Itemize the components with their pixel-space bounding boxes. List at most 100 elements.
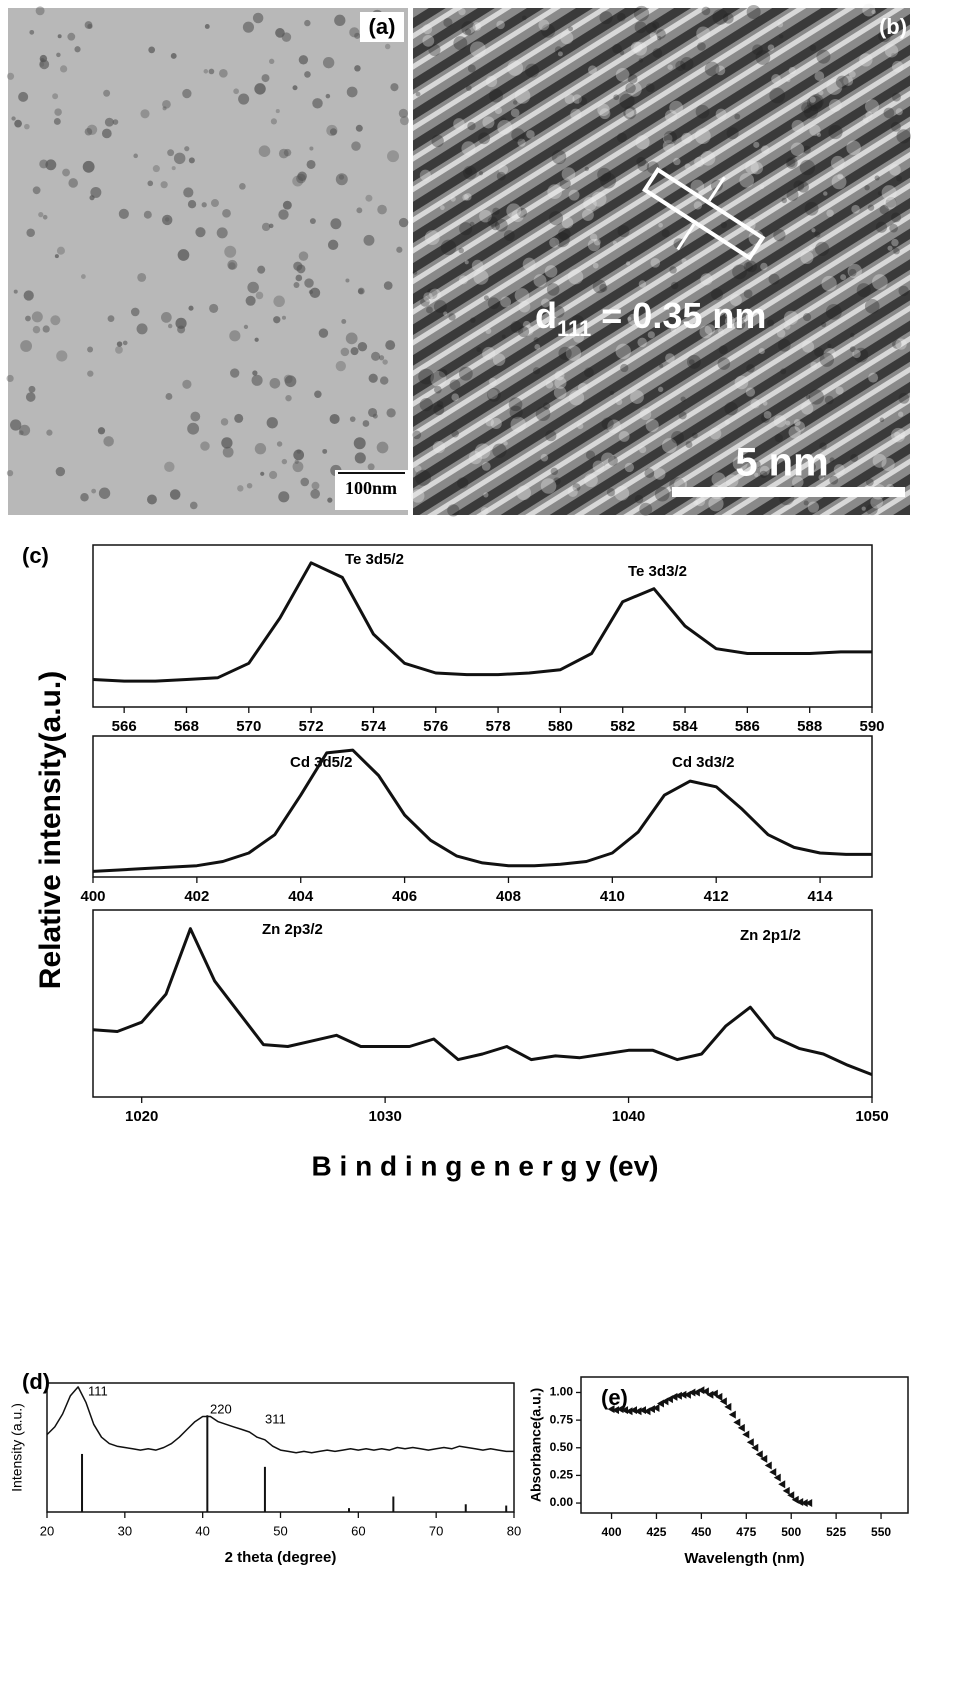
speckle	[481, 461, 491, 471]
speckle	[485, 418, 494, 427]
speckle	[625, 82, 636, 94]
particle	[327, 239, 339, 251]
speckle	[726, 127, 739, 140]
speckle	[805, 394, 811, 400]
speckle	[584, 166, 589, 172]
speckle	[821, 321, 827, 328]
x-tick-label: 80	[507, 1523, 521, 1538]
speckle	[773, 228, 786, 242]
speckle	[826, 78, 843, 95]
speckle	[890, 121, 901, 132]
particle	[170, 53, 177, 59]
particle	[97, 427, 106, 435]
particle	[53, 118, 61, 125]
particle	[283, 374, 293, 384]
speckle	[663, 130, 677, 145]
speckle	[837, 173, 844, 180]
speckle	[589, 233, 598, 241]
point	[652, 1403, 660, 1412]
speckle	[752, 44, 763, 56]
speckle	[872, 453, 887, 468]
speckle	[879, 417, 885, 423]
d-value: = 0.35 nm	[591, 295, 766, 336]
speckle	[487, 297, 500, 310]
particle	[390, 83, 399, 92]
x-tick-label: 30	[118, 1523, 132, 1538]
particle	[137, 272, 147, 282]
speckle	[718, 328, 724, 335]
speckle	[715, 65, 726, 76]
speckle	[898, 392, 910, 404]
particle	[112, 119, 119, 125]
speckle	[661, 229, 670, 238]
speckle	[494, 106, 503, 115]
speckle	[513, 100, 518, 105]
particle	[25, 392, 36, 402]
particle	[208, 68, 215, 75]
particle	[275, 28, 285, 38]
speckle	[895, 338, 907, 350]
speckle	[762, 400, 768, 406]
particle	[368, 373, 378, 383]
speckle	[440, 205, 445, 211]
speckle	[415, 91, 421, 97]
x-tick-label: 400	[80, 888, 105, 905]
particle	[255, 291, 264, 300]
speckle	[492, 207, 500, 215]
speckle	[830, 155, 845, 170]
speckle	[654, 486, 670, 502]
speckle	[614, 485, 630, 501]
point	[787, 1491, 795, 1500]
y-axis-label: Intensity (a.u.)	[9, 1403, 25, 1492]
speckle	[601, 452, 615, 466]
speckle	[630, 41, 643, 53]
particle	[254, 443, 267, 455]
speckle	[617, 225, 630, 238]
speckle	[424, 230, 440, 246]
particle	[167, 149, 175, 157]
particle	[282, 200, 292, 210]
speckle	[599, 283, 608, 292]
particle	[187, 422, 200, 435]
speckle	[615, 398, 623, 406]
speckle	[722, 12, 734, 24]
speckle	[540, 478, 557, 494]
point	[728, 1410, 736, 1419]
speckle	[433, 404, 445, 416]
speckle	[551, 149, 567, 165]
speckle	[431, 134, 444, 148]
speckle	[511, 128, 525, 142]
particle	[341, 319, 347, 324]
speckle	[503, 441, 508, 446]
speckle	[616, 132, 627, 143]
speckle	[711, 288, 723, 301]
speckle	[496, 171, 506, 181]
speckle	[843, 75, 854, 86]
x-tick-label: 500	[781, 1525, 801, 1539]
speckle	[661, 438, 677, 454]
speckle	[501, 334, 506, 339]
speckle	[607, 419, 622, 434]
particle	[357, 341, 368, 352]
particle	[327, 497, 333, 503]
speckle	[704, 61, 720, 77]
speckle	[412, 430, 422, 440]
speckle	[568, 390, 585, 406]
speckle	[867, 204, 875, 211]
curve	[46, 1386, 514, 1454]
particle	[254, 83, 266, 95]
speckle	[717, 357, 731, 370]
speckle	[548, 211, 564, 226]
speckle	[483, 295, 489, 301]
particle	[398, 217, 409, 228]
speckle	[422, 34, 435, 47]
particle	[335, 173, 348, 186]
particle	[13, 289, 18, 294]
speckle	[767, 44, 775, 51]
x-tick-label: 1050	[855, 1108, 888, 1125]
speckle	[601, 417, 614, 430]
label-bg	[360, 12, 404, 42]
speckle	[835, 75, 849, 89]
speckle	[541, 23, 556, 38]
particle	[87, 23, 93, 29]
